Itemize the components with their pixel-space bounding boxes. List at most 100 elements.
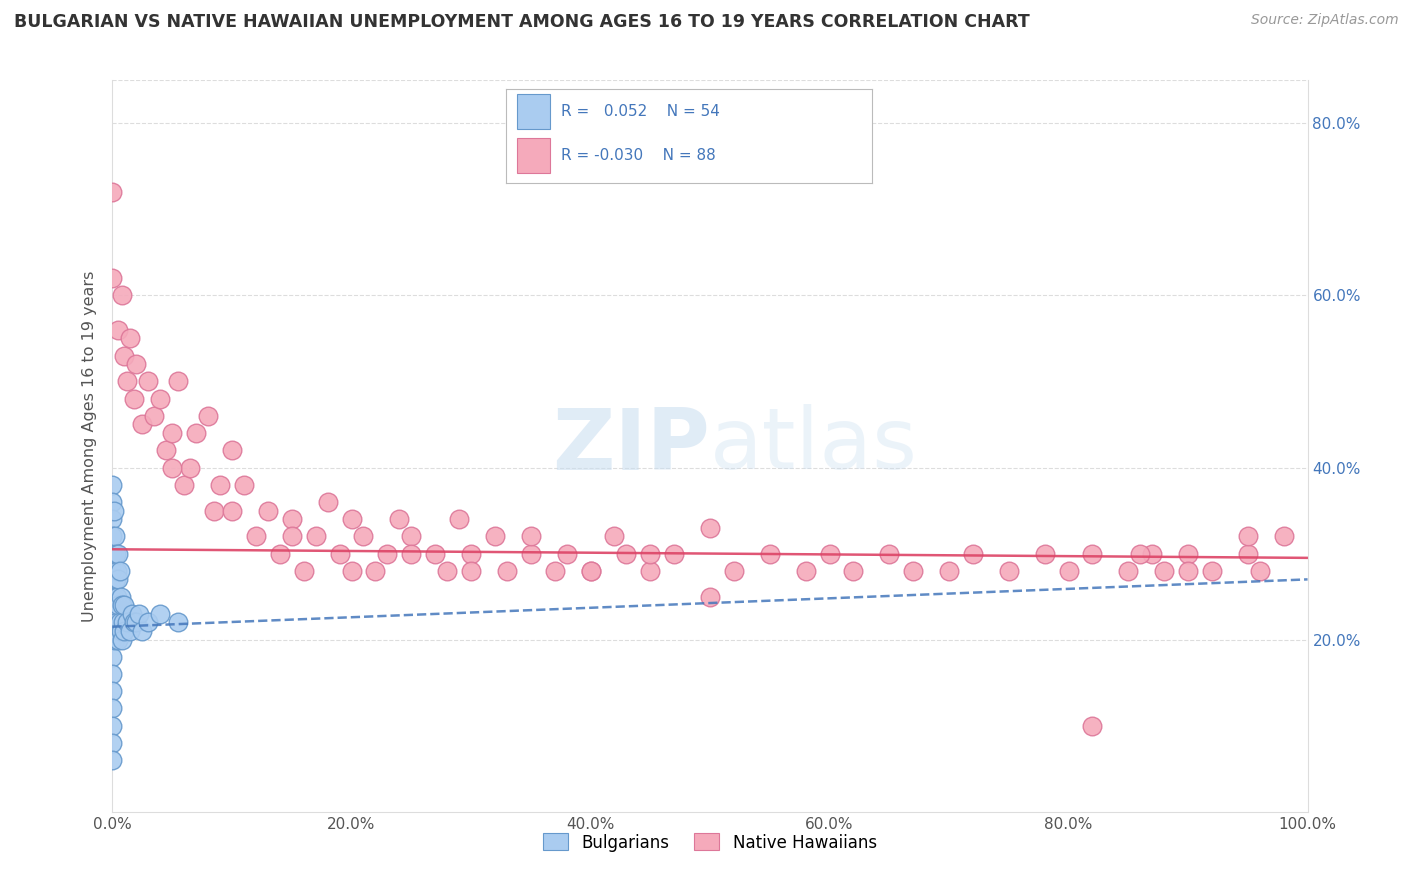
Point bbox=[103, 615, 125, 630]
Point bbox=[111, 288, 134, 302]
Point bbox=[233, 477, 256, 491]
Point bbox=[281, 512, 304, 526]
Point bbox=[143, 409, 166, 423]
Point bbox=[138, 615, 160, 630]
Point bbox=[128, 607, 150, 621]
Point bbox=[1142, 547, 1164, 561]
Point bbox=[167, 615, 190, 630]
Point bbox=[107, 323, 129, 337]
Point bbox=[101, 632, 124, 647]
Point bbox=[292, 564, 315, 578]
Point bbox=[1249, 564, 1271, 578]
Point bbox=[114, 349, 135, 363]
Point bbox=[340, 512, 363, 526]
Point bbox=[842, 564, 865, 578]
Point bbox=[111, 632, 134, 647]
Point bbox=[640, 564, 662, 578]
Point bbox=[202, 503, 225, 517]
Point bbox=[101, 271, 124, 285]
Point bbox=[616, 547, 638, 561]
Point bbox=[1237, 529, 1260, 543]
Point bbox=[340, 564, 363, 578]
Point bbox=[316, 495, 339, 509]
Point bbox=[104, 564, 127, 578]
Point bbox=[388, 512, 411, 526]
Point bbox=[173, 477, 195, 491]
Point bbox=[121, 607, 143, 621]
Point bbox=[101, 185, 124, 199]
Point bbox=[221, 443, 243, 458]
Point bbox=[1081, 547, 1104, 561]
Point bbox=[101, 477, 124, 491]
Point bbox=[664, 547, 686, 561]
Point bbox=[377, 547, 399, 561]
Text: R = -0.030    N = 88: R = -0.030 N = 88 bbox=[561, 148, 716, 163]
Point bbox=[108, 564, 131, 578]
Point bbox=[186, 426, 208, 441]
Point bbox=[352, 529, 374, 543]
Point bbox=[101, 495, 124, 509]
Point bbox=[101, 684, 124, 698]
Point bbox=[903, 564, 925, 578]
Point bbox=[723, 564, 745, 578]
Point bbox=[496, 564, 519, 578]
Point bbox=[305, 529, 328, 543]
Point bbox=[699, 521, 721, 535]
Point bbox=[108, 615, 131, 630]
Point bbox=[101, 615, 124, 630]
Point bbox=[555, 547, 578, 561]
Point bbox=[1081, 719, 1104, 733]
Point bbox=[122, 392, 145, 406]
Text: Source: ZipAtlas.com: Source: ZipAtlas.com bbox=[1251, 13, 1399, 28]
Point bbox=[107, 598, 129, 612]
Point bbox=[245, 529, 267, 543]
Point bbox=[640, 547, 662, 561]
Point bbox=[105, 547, 128, 561]
Point bbox=[122, 615, 145, 630]
Point bbox=[101, 564, 124, 578]
Point bbox=[447, 512, 470, 526]
Point bbox=[104, 598, 127, 612]
Legend: Bulgarians, Native Hawaiians: Bulgarians, Native Hawaiians bbox=[537, 827, 883, 858]
Point bbox=[105, 564, 128, 578]
Point bbox=[120, 331, 142, 345]
Point bbox=[105, 590, 128, 604]
Point bbox=[1177, 564, 1199, 578]
Point bbox=[209, 477, 232, 491]
Point bbox=[101, 719, 124, 733]
Point bbox=[1118, 564, 1140, 578]
Text: R =   0.052    N = 54: R = 0.052 N = 54 bbox=[561, 104, 720, 120]
Point bbox=[114, 624, 135, 638]
Point bbox=[112, 615, 135, 630]
Point bbox=[794, 564, 817, 578]
Point bbox=[221, 503, 243, 517]
Point bbox=[110, 624, 132, 638]
Point bbox=[257, 503, 280, 517]
Point bbox=[579, 564, 602, 578]
Point bbox=[103, 503, 125, 517]
Point bbox=[138, 375, 160, 389]
Point bbox=[520, 547, 543, 561]
Point bbox=[155, 443, 177, 458]
Point bbox=[115, 375, 138, 389]
Point bbox=[105, 615, 128, 630]
Point bbox=[107, 573, 129, 587]
Point bbox=[101, 598, 124, 612]
Point bbox=[1237, 547, 1260, 561]
Point bbox=[1033, 547, 1056, 561]
Point bbox=[101, 512, 124, 526]
Point bbox=[101, 667, 124, 681]
Point bbox=[101, 581, 124, 595]
Point bbox=[436, 564, 458, 578]
Point bbox=[111, 598, 134, 612]
Point bbox=[543, 564, 565, 578]
Point bbox=[998, 564, 1021, 578]
Point bbox=[1201, 564, 1223, 578]
Point bbox=[101, 753, 124, 767]
Point bbox=[162, 426, 183, 441]
Point bbox=[1129, 547, 1152, 561]
Point bbox=[125, 615, 148, 630]
Y-axis label: Unemployment Among Ages 16 to 19 years: Unemployment Among Ages 16 to 19 years bbox=[82, 270, 97, 622]
Bar bbox=[517, 94, 550, 129]
Point bbox=[120, 624, 142, 638]
